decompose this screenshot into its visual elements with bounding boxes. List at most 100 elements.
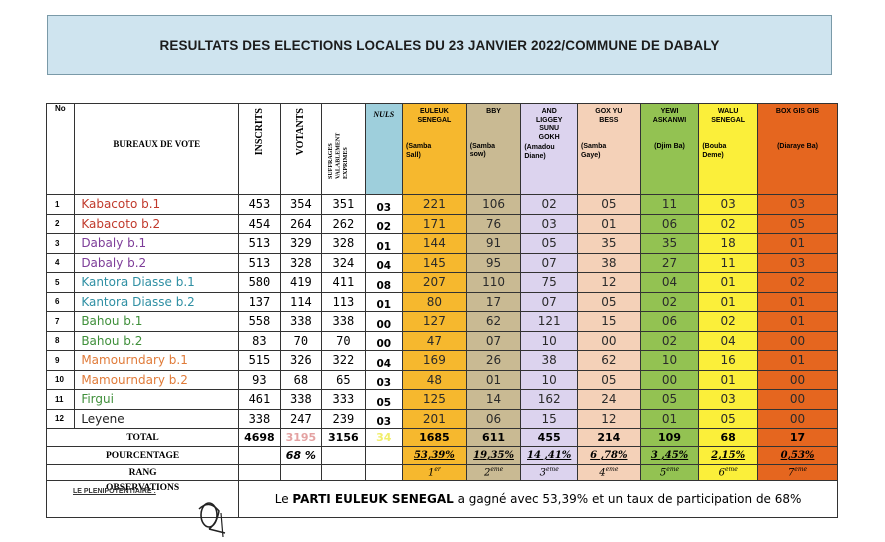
total-party-votes: 214: [576, 428, 641, 447]
cell-party-votes: 05: [639, 389, 700, 410]
party-name-line: AND: [541, 108, 557, 115]
cell-party-votes: 91: [465, 233, 522, 254]
cell-party-votes: 01: [639, 408, 700, 429]
obs-pre: Le: [274, 492, 293, 506]
party-name-line: BBY: [486, 108, 501, 115]
cell-nuls: 01: [364, 291, 404, 312]
rank-empty: [238, 464, 281, 481]
rank-number: 1: [427, 467, 435, 479]
cell-party-votes: 00: [757, 369, 838, 390]
cell-nuls: 08: [364, 272, 404, 293]
party-leader-line: (Djim Ba): [654, 143, 685, 150]
cell-bureau: Firgui: [74, 389, 240, 410]
cell-votants: 354: [279, 194, 323, 215]
total-votants: 3195: [279, 428, 323, 447]
cell-votants: 247: [279, 408, 323, 429]
rank-suffix: er: [434, 466, 441, 474]
cell-inscrits: 453: [238, 194, 281, 215]
cell-party-votes: 162: [520, 389, 578, 410]
cell-party-votes: 05: [576, 194, 641, 215]
cell-party-votes: 14: [465, 389, 522, 410]
cell-party-votes: 00: [757, 330, 838, 351]
percentage-empty: [321, 446, 366, 465]
cell-party-votes: 04: [698, 330, 758, 351]
cell-party-votes: 01: [698, 291, 758, 312]
cell-party-votes: 145: [402, 252, 467, 273]
cell-nuls: 04: [364, 252, 404, 273]
table-row: 11 Firgui 461 338 333 05 125 14 162 24 05 03 00: [45, 389, 838, 410]
party-leader-line: Deme): [702, 151, 724, 159]
cell-party-votes: 27: [639, 252, 700, 273]
table-row: 8 Bahou b.2 83 70 70 00 47 07 10 00 02 04 00: [45, 330, 838, 351]
party-leader-line: Diane): [524, 152, 546, 160]
signature-mark: [198, 502, 226, 538]
party-name-line: EULEUK: [419, 108, 449, 115]
party-leader-line: Sall): [406, 151, 421, 159]
cell-party-votes: 201: [402, 408, 467, 429]
cell-nuls: 01: [364, 233, 404, 254]
cell-party-votes: 01: [757, 291, 838, 312]
cell-nuls: 00: [364, 311, 404, 332]
cell-party-votes: 10: [520, 369, 578, 390]
cell-bureau: Bahou b.2: [74, 330, 240, 351]
cell-nuls: 02: [364, 213, 404, 234]
rank-suffix: eme: [794, 466, 808, 474]
cell-inscrits: 93: [238, 369, 281, 390]
cell-suffrages: 328: [321, 233, 366, 254]
page-title: RESULTATS DES ELECTIONS LOCALES DU 23 JA…: [159, 37, 720, 53]
table-row: 7 Bahou b.1 558 338 338 00 127 62 121 15 06 02 01: [45, 311, 838, 332]
cell-party-votes: 02: [639, 330, 700, 351]
party-name-line: SENEGAL: [417, 116, 452, 124]
header-party-1: BBY (Samba sow): [465, 103, 522, 195]
party-leader-line: (Samba: [580, 143, 607, 150]
obs-party: PARTI EULEUK SENEGAL: [292, 492, 454, 506]
title-banner: RESULTATS DES ELECTIONS LOCALES DU 23 JA…: [47, 15, 832, 75]
party-name-line: GOKH: [538, 133, 560, 141]
cell-votants: 68: [279, 369, 323, 390]
cell-party-votes: 11: [698, 252, 758, 273]
cell-nuls: 04: [364, 350, 404, 371]
party-leader-line: sow): [469, 151, 486, 158]
total-row: TOTAL 4698 3195 3156 34 1685 611 455 214 109 68 17: [45, 428, 838, 447]
table-row: 1 Kabacoto b.1 453 354 351 03 221 106 02 05 11 03 03: [45, 194, 838, 215]
cell-party-votes: 125: [402, 389, 467, 410]
cell-party-votes: 02: [698, 311, 758, 332]
cell-votants: 329: [279, 233, 323, 254]
cell-party-votes: 05: [576, 369, 641, 390]
party-rank: 7eme: [757, 464, 838, 481]
rank-number: 2: [483, 467, 491, 479]
total-party-votes: 611: [465, 428, 522, 447]
rank-number: 7: [787, 467, 795, 479]
cell-party-votes: 121: [520, 311, 578, 332]
cell-bureau: Mamourndary b.1: [74, 350, 240, 371]
cell-inscrits: 83: [238, 330, 281, 351]
header-party-0: EULEUK SENEGAL (Samba Sall): [402, 103, 467, 195]
party-percentage: 2,15%: [698, 446, 758, 465]
cell-party-votes: 106: [465, 194, 522, 215]
cell-inscrits: 461: [238, 389, 281, 410]
header-no-label: No: [55, 104, 66, 114]
percentage-empty: [364, 446, 404, 465]
cell-votants: 70: [279, 330, 323, 351]
total-party-votes: 17: [757, 428, 838, 447]
cell-party-votes: 06: [639, 311, 700, 332]
party-percentage: 3 ,45%: [639, 446, 700, 465]
participation-rate: 68 %: [279, 446, 323, 465]
cell-party-votes: 169: [402, 350, 467, 371]
cell-party-votes: 47: [402, 330, 467, 351]
cell-party-votes: 75: [520, 272, 578, 293]
cell-votants: 338: [279, 389, 323, 410]
header-bureau: BUREAUX DE VOTE: [74, 103, 240, 195]
cell-bureau: Kabacoto b.2: [74, 213, 240, 234]
cell-party-votes: 127: [402, 311, 467, 332]
cell-party-votes: 12: [576, 272, 641, 293]
header-nuls: NULS: [364, 103, 404, 195]
cell-party-votes: 17: [465, 291, 522, 312]
cell-party-votes: 35: [639, 233, 700, 254]
header-party-2: AND LIGGEY SUNU GOKH (Amadou Diane): [520, 103, 578, 195]
cell-party-votes: 05: [698, 408, 758, 429]
cell-party-votes: 221: [402, 194, 467, 215]
table-row: 3 Dabaly b.1 513 329 328 01 144 91 05 35 35 18 01: [45, 233, 838, 254]
total-party-votes: 1685: [402, 428, 467, 447]
cell-party-votes: 03: [698, 194, 758, 215]
